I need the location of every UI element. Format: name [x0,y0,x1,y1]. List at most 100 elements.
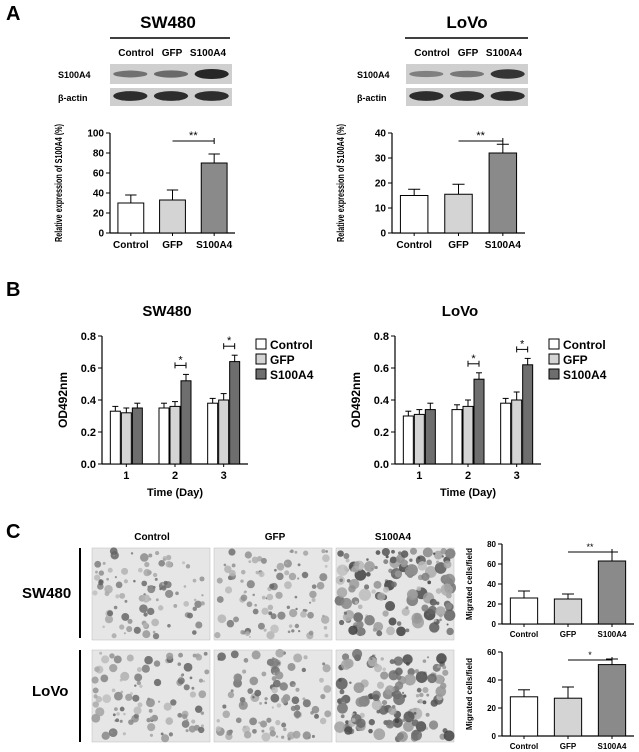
y-tick-label: 0 [492,620,497,629]
x-tick-label: S100A4 [196,240,233,251]
significance-label: ** [476,130,485,142]
cell-speck [240,702,244,706]
x-tick-label: 1 [123,470,129,482]
cell-speck [252,728,257,734]
cell-speck [201,594,204,597]
cell-speck [303,550,309,556]
cell-speck [348,625,358,636]
cell-speck [187,612,193,619]
wb-title: LoVo [446,13,487,32]
y-tick-label: 0 [98,229,104,240]
cell-speck [236,652,239,655]
cell-speck [119,592,126,599]
cell-speck [252,696,255,699]
blot-band [409,70,444,78]
cell-speck [226,619,235,628]
cell-speck [173,604,178,608]
cell-speck [287,630,291,634]
cell-speck [382,610,389,617]
cell-speck [111,688,116,693]
cell-speck [392,574,396,578]
cell-speck [147,607,155,616]
chart-expression-sw480: 0 20 40 60 80 100 Control GFP S100A4 ** Relative e… [54,124,235,251]
cell-speck [109,547,118,556]
cell-speck [409,590,418,599]
cell-speck [215,726,222,732]
cell-speck [417,561,428,571]
cell-speck [240,594,248,602]
cell-speck [158,605,164,611]
panel-letter-c: C [6,521,20,543]
cell-speck [345,558,350,563]
cell-speck [374,565,378,570]
cell-speck [119,719,123,723]
cell-speck [348,585,356,593]
cell-speck [376,709,381,714]
cell-speck [94,560,102,568]
wb-title: SW480 [140,13,196,32]
x-tick-label: 2 [465,470,471,482]
y-axis-label: Migrated cells/field [465,658,474,730]
bar [424,409,436,465]
cell-speck [367,657,378,667]
cell-speck [308,601,312,604]
cell-speck [297,563,301,567]
cell-speck [446,623,449,626]
cell-speck [422,686,429,694]
cell-speck [266,717,272,723]
cell-speck [98,570,105,576]
cell-speck [267,604,274,611]
cell-speck [203,651,208,656]
cell-speck [416,586,422,591]
cell-speck [276,562,285,571]
x-tick-label: Control [113,240,149,251]
cell-speck [319,573,328,582]
y-tick-label: 60 [487,560,496,569]
cell-speck [235,673,242,681]
cell-speck [257,622,265,630]
chart-migration-lovo: 0 20 40 60 Control GFP S100A4 * Migrated cells/f… [465,648,634,751]
cell-speck [421,572,430,582]
cell-speck [295,687,300,692]
cell-speck [426,559,433,566]
x-tick-label: GFP [560,742,577,751]
cell-speck [358,588,372,601]
cell-speck [120,690,124,694]
y-tick-label: 60 [487,648,496,657]
cell-speck [189,676,193,680]
wb-lane-label: Control [414,48,450,59]
panel-letter-a: A [6,3,20,25]
blot-band [153,70,189,78]
cell-speck [335,677,348,690]
cell-speck [139,684,143,688]
cell-speck [240,579,244,583]
cell-speck [388,706,397,716]
cell-speck [116,712,120,716]
cell-speck [134,684,137,687]
cell-speck [252,608,259,615]
y-tick-label: 0.8 [81,331,96,343]
cell-speck [121,613,130,621]
cell-speck [194,600,202,608]
cell-speck [235,717,242,724]
cell-speck [272,672,276,675]
y-tick-label: 20 [487,704,496,713]
cell-speck [261,607,269,615]
cell-speck [334,721,346,733]
cell-speck [260,720,268,728]
cell-speck [344,726,353,735]
cell-speck [277,611,286,620]
blot-band [449,70,485,78]
cell-speck [338,678,342,682]
chart-expression-lovo: 0 10 20 30 40 Control GFP S100A4 ** Relative expr… [336,124,525,251]
cell-speck [193,598,197,602]
cell-speck [125,693,133,701]
cell-speck [385,555,389,559]
cell-speck [222,710,231,719]
cell-speck [239,696,246,703]
cell-speck [140,553,149,562]
cell-speck [106,577,109,581]
cell-speck [283,559,292,568]
cell-speck [436,653,447,664]
